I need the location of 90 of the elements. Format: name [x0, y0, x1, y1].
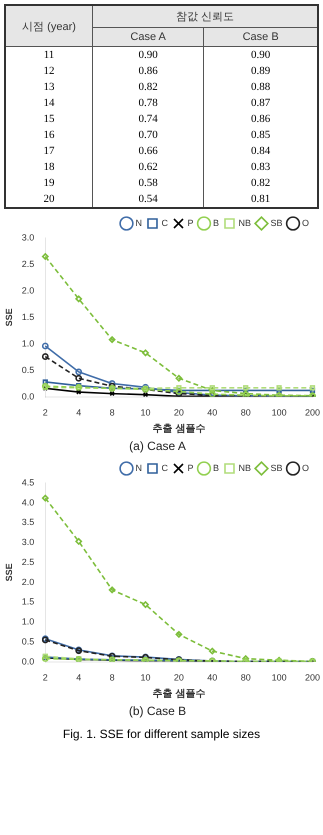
- data-label: 0.84: [204, 143, 318, 159]
- legend-label: B: [212, 462, 220, 473]
- data-label: 0.82: [92, 79, 204, 95]
- data-label: 0.85: [204, 127, 318, 143]
- x-tick-label: 8: [110, 672, 115, 683]
- legend-label: N: [135, 218, 142, 228]
- y-tick-label: 12: [5, 63, 92, 79]
- y-tick-label: 0.5: [22, 364, 34, 375]
- x-axis-title: 추출 샘플수: [152, 688, 206, 700]
- y-tick-label: 19: [5, 175, 92, 191]
- legend-label: N: [135, 462, 142, 473]
- data-label: 0.88: [204, 79, 318, 95]
- x-tick-label: 20: [174, 672, 184, 683]
- legend-label: C: [161, 218, 168, 228]
- data-label: 0.81: [204, 191, 318, 208]
- data-label: 0.86: [92, 63, 204, 79]
- data-label: 0.83: [204, 159, 318, 175]
- y-axis-title: SSE: [4, 308, 14, 326]
- y-tick-label: 15: [5, 111, 92, 127]
- y-tick-label: 1.0: [22, 616, 34, 627]
- y-tick-label: 13: [5, 79, 92, 95]
- legend-label: B: [212, 218, 220, 228]
- x-tick-label: 100: [272, 672, 287, 683]
- y-tick-label: 2.5: [22, 258, 34, 269]
- x-tick-label: Case A: [92, 28, 204, 46]
- x-tick-label: 10: [140, 408, 151, 418]
- y-tick-label: 1.5: [22, 312, 34, 322]
- x-tick-label: 10: [140, 672, 151, 683]
- data-label: 0.70: [92, 127, 204, 143]
- x-tick-label: 200: [304, 672, 320, 683]
- y-tick-label: 3.0: [22, 232, 34, 242]
- y-tick-label: 20: [5, 191, 92, 208]
- y-tick-label: 2.0: [22, 285, 34, 296]
- y-tick-label: 14: [5, 95, 92, 111]
- data-label: 0.87: [204, 95, 318, 111]
- x-tick-label: 80: [240, 672, 251, 683]
- x-tick-label: 8: [110, 408, 115, 418]
- x-tick-label: 4: [76, 672, 82, 683]
- legend-label: NB: [238, 462, 252, 473]
- data-label: 0.62: [92, 159, 204, 175]
- y-tick-label: 16: [5, 127, 92, 143]
- x-tick-label: 40: [207, 672, 218, 683]
- data-label: 0.86: [204, 111, 318, 127]
- y-tick-label: 0.0: [22, 656, 34, 666]
- text: (a) Case A: [129, 439, 186, 454]
- x-tick-label: 40: [207, 408, 218, 418]
- y-tick-label: 1.5: [22, 596, 34, 607]
- legend-label: C: [161, 462, 168, 473]
- data-label: 0.82: [204, 175, 318, 191]
- x-tick-label: 2: [42, 408, 48, 418]
- y-tick-label: 3.5: [22, 517, 34, 528]
- y-tick-label: 2.5: [22, 556, 34, 567]
- x-tick-label: 100: [272, 408, 287, 418]
- x-tick-label: 2: [42, 672, 48, 683]
- y-tick-label: 0.5: [22, 636, 34, 646]
- y-tick-label: 17: [5, 143, 92, 159]
- x-tick-label: Case B: [204, 28, 318, 46]
- data-label: 0.58: [92, 175, 204, 191]
- y-tick-label: 3.0: [22, 537, 34, 548]
- data-label: 0.90: [92, 46, 204, 63]
- y-tick-label: 4.0: [22, 497, 34, 508]
- y-tick-label: 18: [5, 159, 92, 175]
- data-label: 0.54: [92, 191, 204, 208]
- legend-label: SB: [270, 462, 283, 473]
- text: (b) Case B: [128, 704, 186, 718]
- data-label: 0.90: [204, 46, 318, 63]
- legend-label: P: [187, 218, 194, 228]
- legend-label: P: [187, 462, 194, 473]
- y-tick-label: 4.5: [22, 477, 34, 488]
- y-tick-label: 2.0: [22, 576, 34, 587]
- x-tick-label: 80: [240, 408, 251, 418]
- x-tick-label: 20: [174, 408, 184, 418]
- x-axis-title: 참값 신뢰도: [92, 5, 318, 28]
- data-label: 0.74: [92, 111, 204, 127]
- legend-label: O: [302, 218, 310, 228]
- caption: Fig. 1. SSE for different sample sizes: [62, 727, 262, 741]
- data-label: 0.66: [92, 143, 204, 159]
- x-axis-title: 추출 샘플수: [152, 423, 206, 434]
- legend-label: NB: [238, 218, 252, 228]
- y-tick-label: 0.0: [22, 391, 34, 402]
- legend-label: SB: [270, 218, 283, 228]
- x-tick-label: 4: [76, 408, 82, 418]
- data-label: 0.78: [92, 95, 204, 111]
- y-tick-label: 1.0: [22, 338, 34, 348]
- y-axis-title: SSE: [4, 563, 14, 582]
- data-label: 0.89: [204, 63, 318, 79]
- y-axis-title: 시점 (year): [5, 5, 92, 46]
- y-tick-label: 11: [5, 46, 92, 63]
- legend-label: O: [302, 462, 310, 473]
- x-tick-label: 200: [304, 408, 320, 418]
